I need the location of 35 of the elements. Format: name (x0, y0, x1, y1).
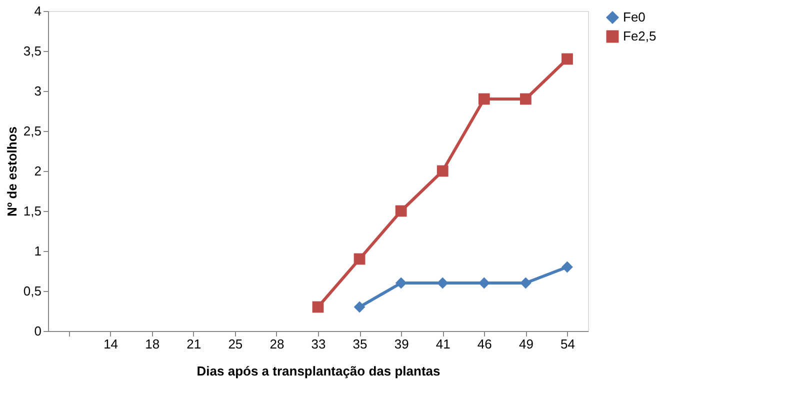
y-tick-label: 2 (34, 164, 42, 178)
point (354, 301, 366, 313)
point (562, 261, 573, 273)
x-tick-label: 41 (436, 336, 450, 352)
point (395, 277, 407, 289)
y-tick-label: 4 (34, 4, 42, 18)
y-tick-label: 2,5 (23, 124, 42, 138)
point (562, 53, 573, 65)
x-tick-label: 14 (104, 336, 118, 352)
y-tick-label: 1 (34, 244, 42, 258)
x-tick-label: 54 (560, 336, 575, 352)
legend-label: Fe2,5 (623, 28, 656, 44)
x-tick-label: 49 (518, 336, 534, 352)
y-axis-title: Nº de estolhos (4, 126, 20, 216)
x-tick-label: 21 (186, 336, 202, 352)
x-tick-label: 25 (228, 336, 243, 352)
x-tick-label: 28 (270, 336, 284, 352)
point (436, 165, 448, 177)
legend-label: Fe0 (623, 10, 646, 24)
y-tick-label: 1,5 (23, 204, 42, 218)
x-tick-label: 18 (145, 336, 160, 352)
x-tick-label: 35 (352, 336, 368, 352)
point (395, 205, 407, 217)
x-tick-label: 39 (394, 336, 409, 352)
point (354, 253, 366, 265)
x-tick-label: 46 (477, 336, 492, 352)
x-axis-title: Dias após a transplantação das plantas (196, 364, 440, 378)
x-tick-label: 33 (311, 336, 326, 352)
point (312, 301, 324, 313)
y-tick-label: 3 (34, 84, 42, 98)
y-tick-label: 0 (34, 324, 42, 338)
y-tick-label: 0,5 (23, 284, 42, 298)
point (478, 93, 490, 105)
y-tick-label: 3,5 (23, 44, 42, 58)
point (520, 93, 532, 105)
